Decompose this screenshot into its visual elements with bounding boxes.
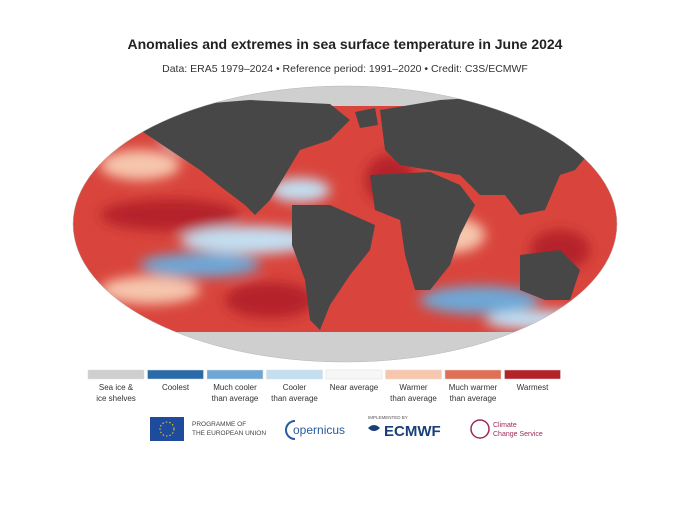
c3s-icon	[470, 419, 490, 439]
legend-swatch	[147, 369, 204, 380]
globe-outline	[72, 85, 618, 363]
legend-label: than average	[450, 394, 497, 403]
legend-label: than average	[390, 394, 437, 403]
legend-label: Coolest	[162, 383, 190, 392]
eu-text: THE EUROPEAN UNION	[192, 430, 266, 437]
legend: Sea ice & ice shelves Coolest Much cooler th…	[87, 369, 561, 403]
legend-label: than average	[212, 394, 259, 403]
legend-swatch	[266, 369, 323, 380]
eu-stars	[159, 421, 175, 437]
legend-swatch	[325, 369, 383, 380]
land	[140, 95, 600, 330]
legend-label: Near average	[330, 383, 379, 392]
legend-label: Warmer	[399, 383, 427, 392]
legend-label: ice shelves	[96, 394, 136, 403]
legend-label: Cooler	[283, 383, 307, 392]
ecmwf-icon	[368, 425, 380, 431]
legend-swatch	[87, 369, 145, 380]
legend-label: Much cooler	[213, 383, 257, 392]
subtitle: Data: ERA5 1979–2024 • Reference period:…	[162, 63, 528, 75]
legend-label: Much warmer	[449, 383, 498, 392]
legend-label: than average	[271, 394, 318, 403]
c3s-text: Change Service	[493, 431, 543, 438]
legend-swatch	[504, 369, 561, 380]
ecmwf-text: ECMWF	[384, 423, 441, 440]
legend-label: Warmest	[517, 383, 549, 392]
title: Anomalies and extremes in sea surface te…	[128, 36, 563, 52]
implemented-text: IMPLEMENTED BY	[368, 415, 408, 420]
eu-text: PROGRAMME OF	[192, 421, 246, 428]
eu-flag	[150, 417, 184, 441]
copernicus-text: opernicus	[293, 423, 345, 437]
legend-swatch	[206, 369, 264, 380]
copernicus-c	[285, 420, 296, 440]
map	[73, 86, 617, 362]
logos: PROGRAMME OF THE EUROPEAN UNION opernicu…	[150, 415, 543, 441]
legend-swatch	[444, 369, 502, 380]
legend-label: Sea ice &	[99, 383, 134, 392]
legend-swatch	[385, 369, 442, 380]
c3s-text: Climate	[493, 422, 517, 429]
